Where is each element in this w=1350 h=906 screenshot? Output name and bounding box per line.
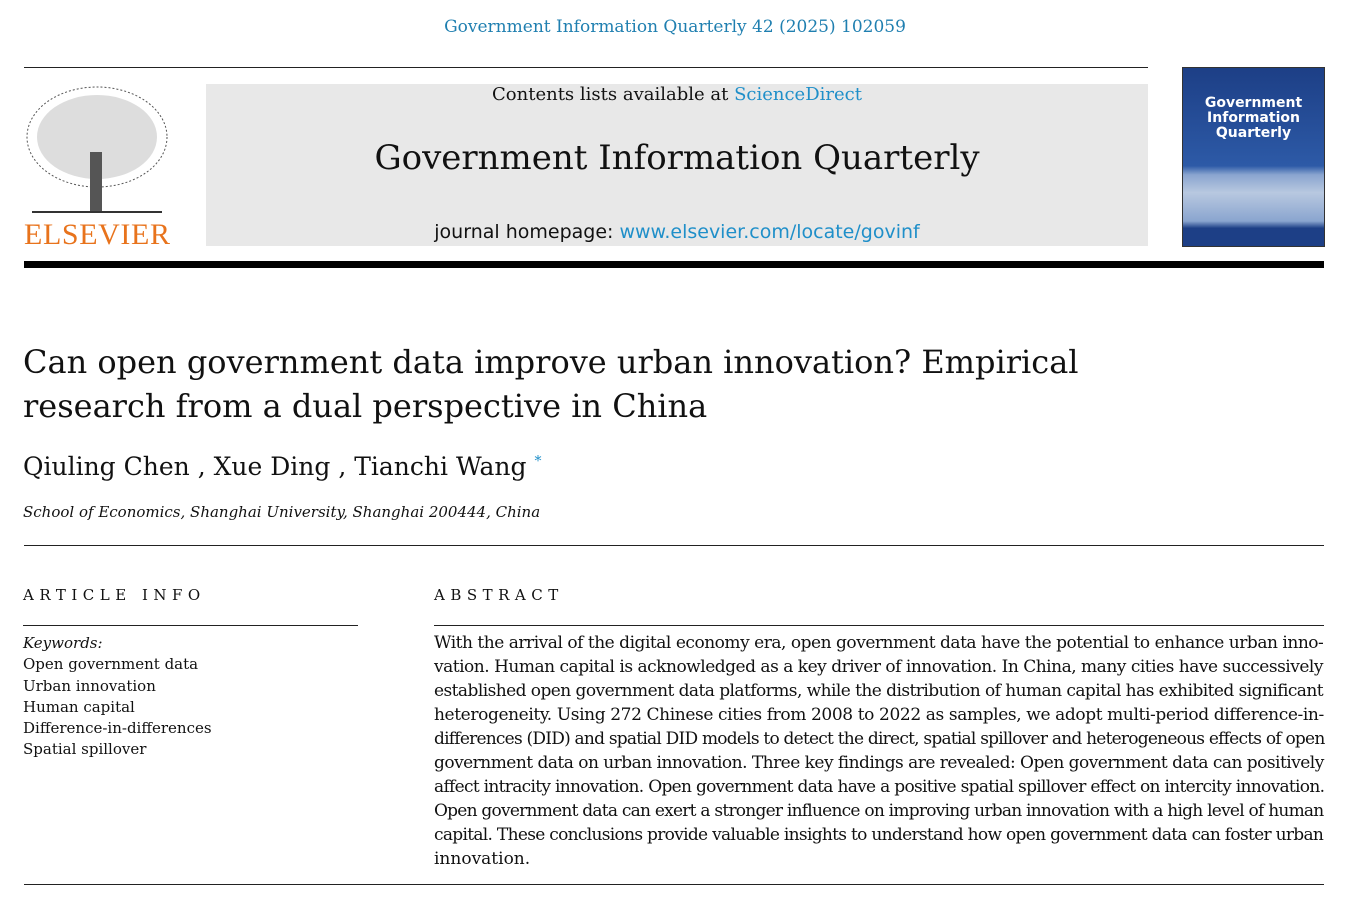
divider [24,545,1324,546]
keywords: Keywords: Open government data Urban inn… [23,633,212,761]
abstract-line: vation. Human capital is acknowledged as… [434,657,1323,677]
keyword: Open government data [23,655,199,674]
contents-label: Contents lists available at [492,84,735,105]
abstract-line: government data on urban innovation. Thr… [434,753,1324,773]
contents-line: Contents lists available at ScienceDirec… [206,84,1148,105]
authors[interactable]: Qiuling Chen , Xue Ding , Tianchi Wang [23,452,527,481]
keyword: Human capital [23,697,135,716]
homepage-label: journal homepage: [434,221,620,243]
sciencedirect-link[interactable]: ScienceDirect [734,84,862,105]
corresponding-author-mark[interactable]: * [534,453,542,470]
journal-title: Government Information Quarterly [374,138,980,178]
abstract-line: heterogeneity. Using 272 Chinese cities … [434,705,1324,725]
divider [24,67,1148,68]
journal-banner [206,84,1148,246]
keyword: Spatial spillover [23,740,147,759]
elsevier-logo: ELSEVIER [22,82,172,251]
abstract-text: With the arrival of the digital economy … [434,631,1325,871]
cover-title: Government Information Quarterly [1204,95,1303,141]
header-bar [24,261,1324,268]
keywords-label: Keywords: [23,634,103,652]
article-info-heading: ARTICLE INFO [23,586,206,604]
abstract-line: capital. These conclusions provide valua… [434,825,1324,845]
abstract-line: With the arrival of the digital economy … [434,633,1324,653]
divider [24,884,1324,885]
keyword: Difference-in-differences [23,719,212,738]
keyword: Urban innovation [23,676,156,695]
homepage-link[interactable]: www.elsevier.com/locate/govinf [619,221,920,243]
abstract-line: established open government data platfor… [434,681,1324,701]
divider [23,625,358,626]
divider [434,625,1324,626]
abstract-line: differences (DID) and spatial DID models… [434,729,1325,749]
article-title: Can open government data improve urban i… [23,343,1079,425]
affiliation: School of Economics, Shanghai University… [23,503,541,521]
abstract-heading: ABSTRACT [434,586,564,604]
abstract-line: innovation. [434,849,531,869]
abstract-line: Open government data can exert a stronge… [434,801,1324,821]
journal-citation[interactable]: Government Information Quarterly 42 (202… [444,17,906,37]
homepage-line: journal homepage: www.elsevier.com/locat… [206,221,1148,243]
author-list: Qiuling Chen , Xue Ding , Tianchi Wang * [23,452,541,481]
publisher-wordmark: ELSEVIER [24,218,170,248]
abstract-line: affect intracity innovation. Open govern… [434,777,1325,797]
journal-cover[interactable]: Government Information Quarterly [1182,67,1325,247]
elsevier-tree-icon: ELSEVIER [24,86,170,251]
